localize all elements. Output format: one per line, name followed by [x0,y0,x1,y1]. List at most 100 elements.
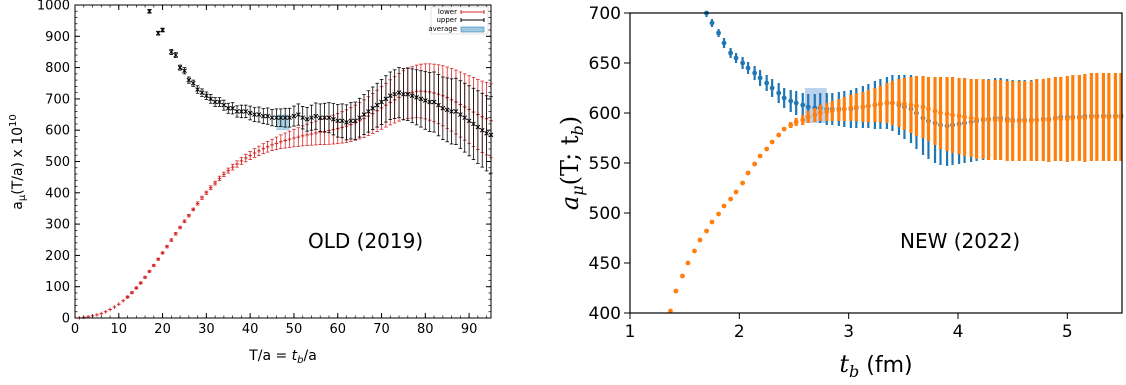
orange-series-point [1101,114,1106,120]
new-chart-y-axis-label: aμ(T; tb) [556,116,587,210]
upper-point [396,90,402,95]
orange-series-point [877,101,883,107]
orange-series-point [781,126,787,132]
upper-point [287,115,292,121]
blue-series-point [716,30,721,36]
orange-series-point [805,114,811,120]
legend-label-average: average [428,25,457,33]
lower-point [143,275,147,280]
y-tick-label: 500 [589,204,621,224]
upper-point [383,96,389,102]
orange-series-point [752,161,758,167]
orange-series-point [836,107,842,113]
lower-point [274,141,279,146]
blue-series-point [745,65,751,71]
upper-point [444,107,450,113]
upper-point [155,30,161,36]
new-chart-data [668,10,1124,314]
orange-series-point [841,106,847,112]
upper-point [243,109,249,114]
lower-point [208,185,213,190]
orange-series-point [1113,114,1118,120]
lower-point [165,244,169,249]
upper-point [217,99,222,105]
upper-point [177,65,183,70]
old-chart-x-axis-label: T/a = tb/a [248,348,317,366]
orange-series-point [848,105,854,111]
upper-point [436,102,441,108]
orange-series-point [860,104,866,110]
new-chart-x-ticks: 1 2 3 4 5 [625,313,1073,342]
upper-point [457,112,463,117]
blue-series-point [740,60,746,66]
x-tick-label: 40 [242,322,259,337]
upper-point [431,99,437,105]
lower-point [156,257,160,261]
orange-series-point [1040,117,1046,123]
orange-series-point [1064,116,1070,122]
upper-point [453,109,459,114]
orange-series-point [1076,115,1082,121]
y-tick-label: 500 [45,155,70,170]
orange-series-point [697,237,703,243]
lower-point [112,305,117,309]
average-band [276,114,290,131]
y-tick-label: 450 [589,254,621,274]
orange-series-point [1004,118,1010,124]
lower-point [217,176,222,181]
lower-point [147,269,152,274]
blue-series-point [805,104,811,110]
upper-point [484,130,489,136]
orange-series-point [998,117,1004,123]
orange-series-point [829,108,835,114]
upper-point [212,99,218,105]
upper-point [335,118,341,124]
orange-series-point [800,117,806,123]
upper-point [147,8,152,14]
new-chart: 1 2 3 4 5 400 450 500 550 600 650 700 NEW (2022) t… [556,4,1124,381]
orange-series-point [944,111,950,117]
orange-series-point [896,100,902,106]
lower-point [213,181,217,185]
blue-series-point [721,40,727,46]
blue-series-point [776,90,782,96]
lower-point [309,132,314,136]
upper-point [414,94,419,100]
orange-series-point [692,248,697,254]
blue-series-point [769,85,775,91]
lower-point [125,295,130,299]
orange-series-point [980,116,986,122]
lower-point [252,151,257,155]
lower-point [248,153,252,158]
orange-series-point [716,211,721,217]
orange-series-point [884,100,890,106]
upper-point [405,91,411,97]
upper-point [278,115,284,121]
orange-series-point [740,180,746,186]
orange-series-point [769,139,775,145]
upper-point [247,110,253,116]
blue-series-point [800,102,806,108]
lower-point [222,172,226,177]
y-tick-label: 650 [589,54,621,74]
x-tick-label: 30 [198,322,215,337]
new-chart-frame [629,12,1123,314]
upper-point [317,115,323,121]
upper-point [326,115,332,121]
orange-series-point [902,101,907,107]
orange-series-point [824,109,830,115]
orange-series-point [721,203,727,209]
lower-point [173,232,178,236]
upper-point [466,118,472,124]
y-tick-label: 200 [45,249,70,264]
lower-point [279,139,283,144]
lower-point [134,286,139,290]
orange-series-point [776,132,782,138]
lower-point [138,281,143,285]
x-tick-label: 3 [843,322,854,342]
blue-series-point [764,80,770,86]
blue-series-point [788,98,794,104]
new-chart-x-axis-label: tb (fm) [839,350,912,381]
orange-series-point [1022,118,1028,124]
